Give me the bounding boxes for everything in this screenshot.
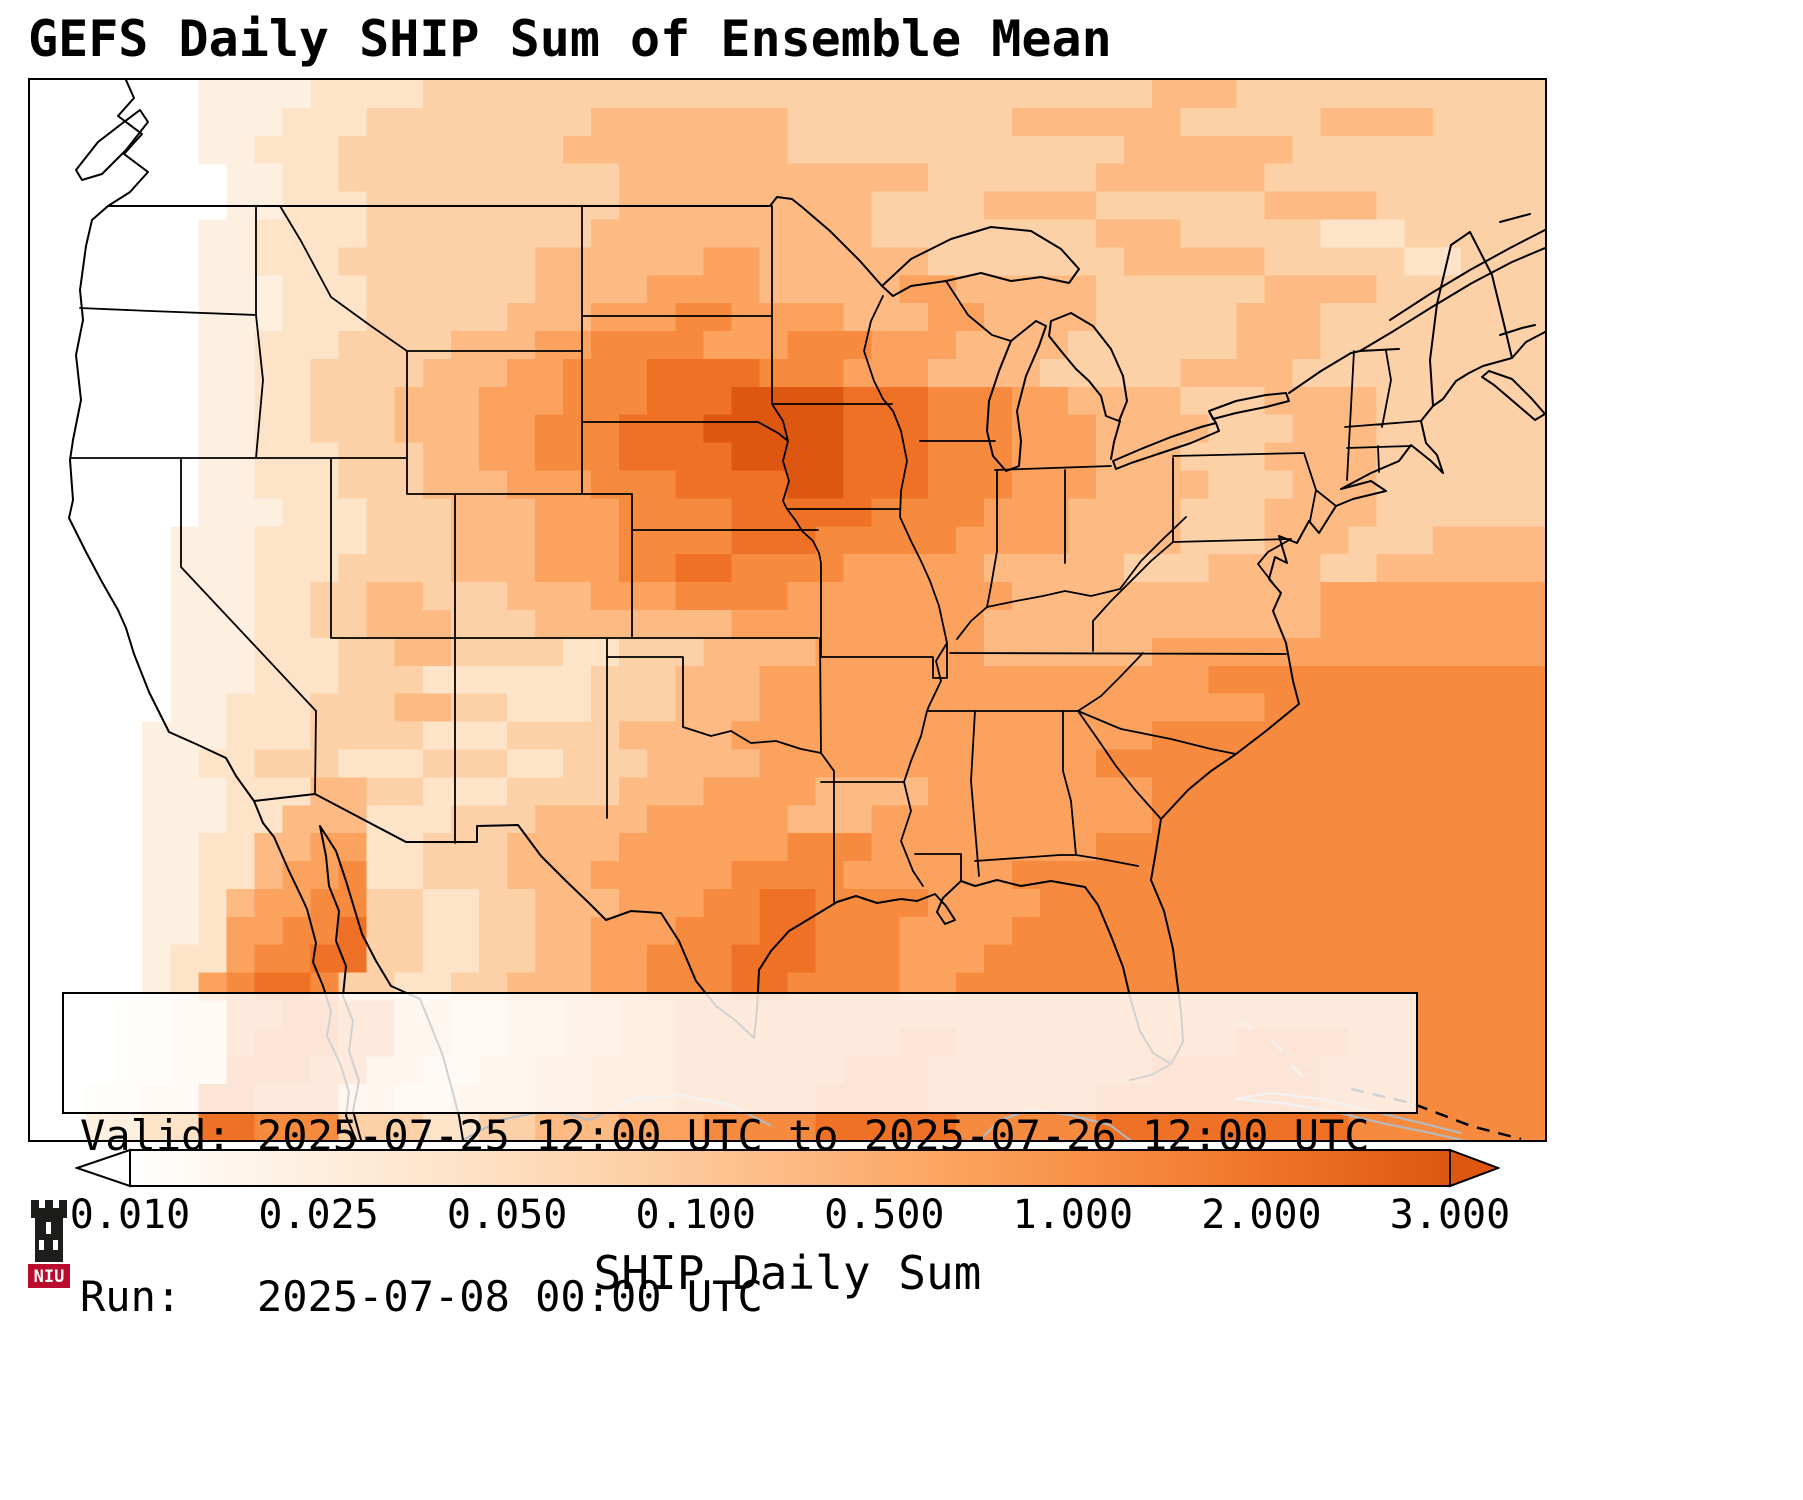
lake-superior-outline bbox=[881, 226, 1080, 297]
us-mexico-border bbox=[253, 793, 755, 1039]
conus-map-svg bbox=[68, 80, 1545, 1140]
colorbar-tick-label: 2.000 bbox=[1201, 1192, 1322, 1238]
colorbar-svg bbox=[75, 1148, 1500, 1188]
lake-ontario-outline bbox=[1208, 392, 1290, 420]
colorbar-tick-label: 0.100 bbox=[635, 1192, 756, 1238]
colorbar-tick-label: 3.000 bbox=[1389, 1192, 1511, 1238]
valid-run-info-box: Valid: 2025-07-25 12:00 UTC to 2025-07-2… bbox=[62, 992, 1418, 1321]
colorbar-tick-labels: 0.010 0.025 0.050 0.100 0.500 1.000 2.000 3.000 bbox=[70, 1192, 1510, 1242]
niu-logo: NIU bbox=[20, 1192, 78, 1294]
colorbar-tick-label: 0.010 bbox=[69, 1192, 191, 1238]
colorbar-over-arrow bbox=[1449, 1148, 1500, 1188]
colorbar-tick-label: 0.025 bbox=[258, 1192, 379, 1238]
ship-heatmap-layer bbox=[86, 80, 1545, 1140]
colorbar bbox=[75, 1148, 1500, 1188]
colorbar-axis-label: SHIP Daily Sum bbox=[593, 1246, 982, 1300]
gulf-atlantic-coastline bbox=[753, 331, 1545, 1065]
colorbar-tick-label: 1.000 bbox=[1012, 1192, 1134, 1238]
conus-map: Valid: 2025-07-25 12:00 UTC to 2025-07-2… bbox=[28, 78, 1547, 1321]
colorbar-tick-label: 0.050 bbox=[446, 1192, 568, 1238]
nova-scotia-outline bbox=[1481, 370, 1545, 421]
lake-huron-outline bbox=[1048, 312, 1128, 422]
lake-erie-outline bbox=[1112, 422, 1220, 470]
figure-title: GEFS Daily SHIP Sum of Ensemble Mean bbox=[28, 10, 1112, 68]
colorbar-gradient-bar bbox=[129, 1149, 1451, 1187]
niu-castle-icon: NIU bbox=[28, 1200, 70, 1288]
colorbar-under-arrow bbox=[75, 1148, 131, 1188]
vancouver-island-outline bbox=[75, 109, 149, 181]
state-borders bbox=[69, 205, 1422, 903]
run-time-text: Run: 2025-07-08 00:00 UTC bbox=[80, 1271, 763, 1321]
st-lawrence-coastlines bbox=[1359, 213, 1545, 407]
colorbar-tick-label: 0.500 bbox=[824, 1192, 945, 1238]
niu-logo-text: NIU bbox=[34, 1267, 65, 1287]
